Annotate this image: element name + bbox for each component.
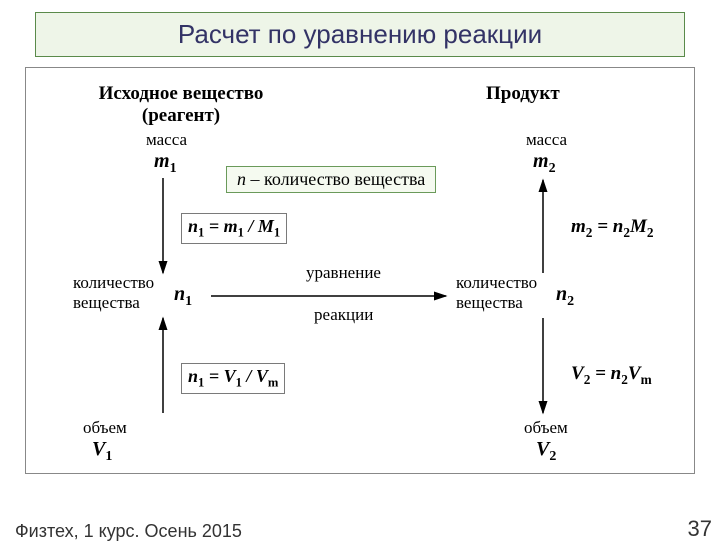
slide-title: Расчет по уравнению реакции <box>35 12 685 57</box>
footer-text: Физтех, 1 курс. Осень 2015 <box>15 521 242 542</box>
page-number: 37 <box>688 516 712 542</box>
arrows-svg <box>26 68 696 473</box>
diagram-container: n – количество вещества Исходное веществ… <box>25 67 695 474</box>
